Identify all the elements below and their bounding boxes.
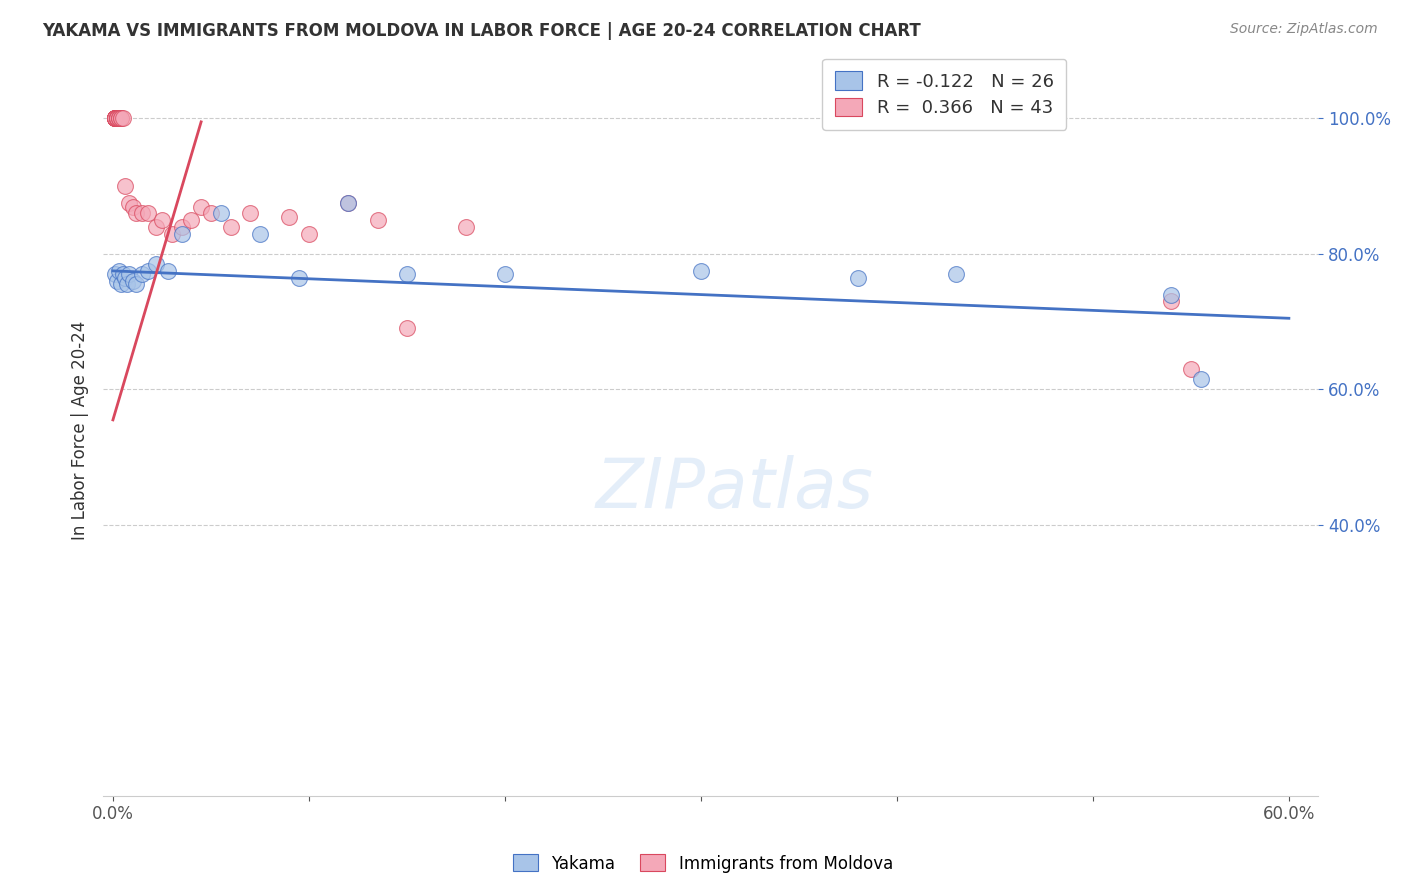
Point <box>111 112 134 126</box>
Point <box>108 112 131 126</box>
Legend: Yakama, Immigrants from Moldova: Yakama, Immigrants from Moldova <box>506 847 900 880</box>
Point <box>1160 287 1182 301</box>
Point <box>108 112 131 126</box>
Point <box>190 200 212 214</box>
Point <box>846 270 869 285</box>
Legend: R = -0.122   N = 26, R =  0.366   N = 43: R = -0.122 N = 26, R = 0.366 N = 43 <box>823 59 1066 130</box>
Point <box>136 264 159 278</box>
Point <box>131 267 153 281</box>
Point <box>117 196 139 211</box>
Point <box>108 112 131 126</box>
Point <box>690 264 713 278</box>
Point <box>454 219 477 234</box>
Point <box>209 206 232 220</box>
Point <box>114 179 136 194</box>
Point <box>111 267 134 281</box>
Point <box>104 112 127 126</box>
Text: Source: ZipAtlas.com: Source: ZipAtlas.com <box>1230 22 1378 37</box>
Point <box>395 321 418 335</box>
Point <box>1160 294 1182 309</box>
Point <box>110 277 132 292</box>
Point <box>105 112 128 126</box>
Point <box>145 219 167 234</box>
Point <box>108 264 131 278</box>
Point <box>219 219 242 234</box>
Point <box>115 277 138 292</box>
Point <box>104 267 127 281</box>
Point <box>125 277 148 292</box>
Point <box>105 274 128 288</box>
Point <box>131 206 153 220</box>
Point <box>145 257 167 271</box>
Point <box>104 112 127 126</box>
Point <box>104 112 127 126</box>
Point <box>125 206 148 220</box>
Point <box>1189 372 1212 386</box>
Point <box>114 270 136 285</box>
Point <box>278 210 301 224</box>
Point <box>105 112 128 126</box>
Point <box>170 219 193 234</box>
Point <box>180 213 202 227</box>
Text: YAKAMA VS IMMIGRANTS FROM MOLDOVA IN LABOR FORCE | AGE 20-24 CORRELATION CHART: YAKAMA VS IMMIGRANTS FROM MOLDOVA IN LAB… <box>42 22 921 40</box>
Point <box>494 267 516 281</box>
Point <box>337 196 360 211</box>
Point <box>156 264 179 278</box>
Y-axis label: In Labor Force | Age 20-24: In Labor Force | Age 20-24 <box>72 320 89 540</box>
Point <box>170 227 193 241</box>
Point <box>249 227 271 241</box>
Point <box>104 112 127 126</box>
Point <box>160 227 183 241</box>
Point <box>239 206 262 220</box>
Point <box>110 112 132 126</box>
Point <box>337 196 360 211</box>
Point <box>395 267 418 281</box>
Point <box>110 112 132 126</box>
Text: ZIPatlas: ZIPatlas <box>596 455 875 522</box>
Point <box>117 267 139 281</box>
Point <box>105 112 128 126</box>
Point <box>288 270 311 285</box>
Point <box>367 213 389 227</box>
Point <box>121 274 143 288</box>
Point <box>104 112 127 126</box>
Point <box>121 200 143 214</box>
Point <box>104 112 127 126</box>
Point <box>200 206 222 220</box>
Point <box>104 112 127 126</box>
Point <box>1180 362 1202 376</box>
Point <box>150 213 173 227</box>
Point <box>104 112 127 126</box>
Point <box>136 206 159 220</box>
Point <box>945 267 967 281</box>
Point <box>105 112 128 126</box>
Point <box>104 112 127 126</box>
Point <box>298 227 321 241</box>
Point <box>105 112 128 126</box>
